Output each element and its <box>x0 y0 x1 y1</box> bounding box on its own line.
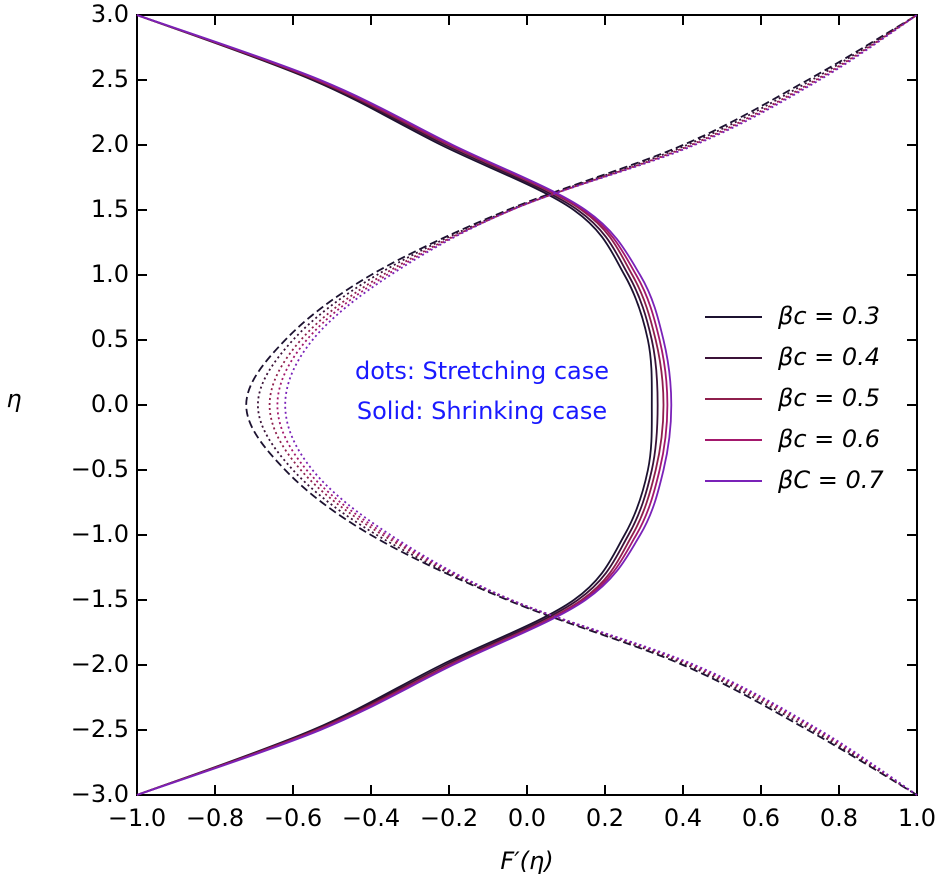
x-tick-label: 0.0 <box>508 804 546 832</box>
y-tick-label: −2.5 <box>71 715 129 743</box>
annotation: Solid: Shrinking case <box>357 397 607 425</box>
x-tick-label: 0.4 <box>664 804 702 832</box>
x-tick-label: −1.0 <box>108 804 166 832</box>
stretching-line <box>245 14 918 796</box>
y-tick-label: −1.0 <box>71 520 129 548</box>
legend-label: βc = 0.6 <box>777 425 880 453</box>
x-tick-label: −0.2 <box>420 804 478 832</box>
shrinking-line <box>136 14 659 796</box>
y-tick-label: −0.5 <box>71 455 129 483</box>
x-tick-label: −0.8 <box>186 804 244 832</box>
y-tick-label: 1.5 <box>91 195 129 223</box>
legend-label: βc = 0.5 <box>777 384 880 412</box>
x-tick-label: 0.8 <box>820 804 858 832</box>
x-axis-label: F′(η) <box>500 847 553 875</box>
x-tick-label: −0.6 <box>264 804 322 832</box>
y-tick-label: 0.5 <box>91 325 129 353</box>
y-tick-label: −3.0 <box>71 780 129 808</box>
y-tick-label: 2.5 <box>91 65 129 93</box>
x-tick-label: 1.0 <box>898 804 936 832</box>
y-tick-label: 1.0 <box>91 260 129 288</box>
shrinking-line <box>136 14 665 796</box>
y-tick-label: 2.0 <box>91 130 129 158</box>
y-tick-label: 3.0 <box>91 0 129 28</box>
shrinking-line <box>136 14 653 796</box>
legend-label: βc = 0.4 <box>777 343 880 371</box>
y-axis-label: η <box>6 385 21 413</box>
legend-label: βc = 0.3 <box>777 302 880 330</box>
x-tick-label: −0.4 <box>342 804 400 832</box>
y-tick-label: −1.5 <box>71 585 129 613</box>
shrinking-line <box>136 14 673 796</box>
x-tick-label: 0.2 <box>586 804 624 832</box>
annotation: dots: Stretching case <box>355 357 609 385</box>
y-tick-label: 0.0 <box>91 390 129 418</box>
shrinking-line <box>136 14 669 796</box>
y-tick-label: −2.0 <box>71 650 129 678</box>
x-tick-label: 0.6 <box>742 804 780 832</box>
legend-label: βC = 0.7 <box>777 466 884 494</box>
